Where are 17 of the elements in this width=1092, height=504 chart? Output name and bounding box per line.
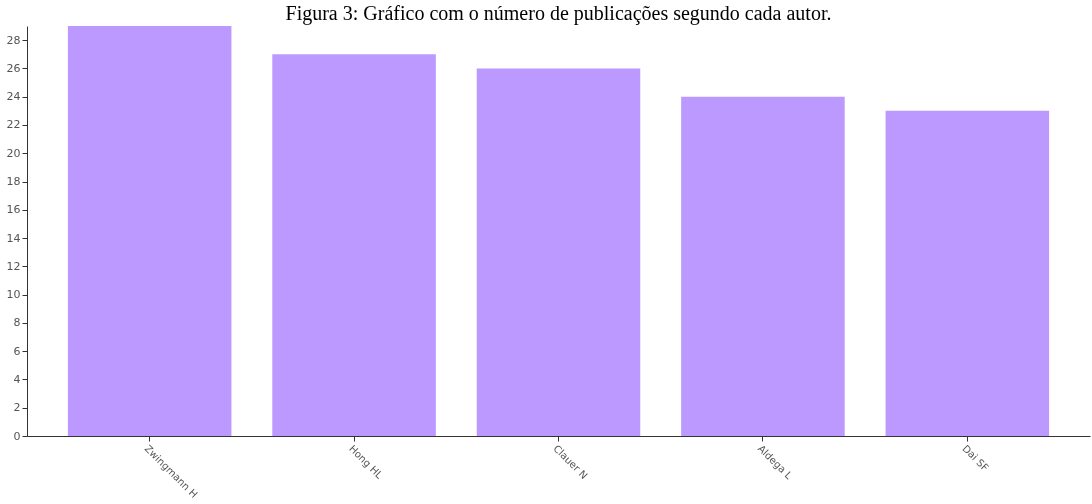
y-tick-label: 4 (13, 372, 21, 386)
chart-title: Figura 3: Gráfico com o número de publicações segundo cada autor. (285, 2, 832, 25)
y-tick-label: 22 (6, 118, 21, 132)
y-tick-label: 24 (6, 90, 21, 104)
y-tick-label: 0 (13, 429, 21, 443)
y-tick-label: 12 (6, 259, 21, 273)
x-tick-label: Dai SF (960, 442, 991, 474)
y-tick-label: 8 (13, 316, 21, 330)
y-tick-label: 18 (6, 175, 21, 189)
y-tick-label: 20 (6, 146, 21, 160)
y-tick-label: 6 (13, 344, 21, 358)
y-tick-label: 16 (6, 203, 21, 217)
y-tick-label: 26 (6, 61, 21, 75)
y-tick-label: 10 (6, 288, 21, 302)
y-tick-label: 28 (6, 33, 21, 47)
y-tick-label: 2 (13, 401, 21, 415)
y-tick-label: 14 (6, 231, 21, 245)
